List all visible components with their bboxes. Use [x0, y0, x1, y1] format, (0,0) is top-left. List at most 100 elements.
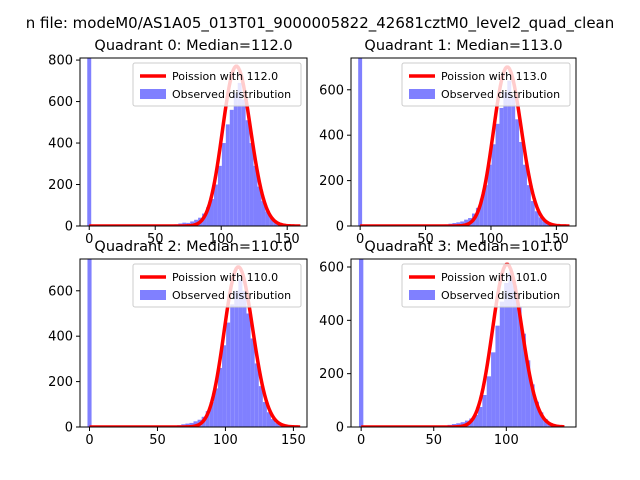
- histogram-bar: [486, 376, 492, 427]
- histogram-bar: [521, 333, 526, 427]
- histogram-bar: [273, 221, 278, 226]
- poisson-curve: [360, 262, 565, 427]
- poisson-curve: [359, 65, 570, 226]
- x-tick-label: 150: [281, 433, 306, 448]
- histogram-bar: [222, 345, 227, 427]
- axes-frame: [79, 57, 308, 227]
- histogram-bar: [266, 412, 271, 427]
- histogram-bar: [262, 402, 267, 427]
- histogram-bar: [213, 184, 218, 226]
- histogram-bar: [237, 82, 242, 226]
- histogram-bar: [270, 419, 276, 427]
- histogram-bar: [249, 143, 254, 226]
- histogram-bar: [234, 290, 239, 427]
- histogram-bar: [213, 388, 218, 427]
- x-tick-label: 0: [85, 433, 93, 448]
- histogram-bar: [246, 313, 251, 427]
- y-tick-label: 200: [319, 367, 344, 382]
- histogram-bar: [460, 221, 465, 226]
- x-tick-label: 0: [356, 232, 364, 247]
- poisson-curve: [88, 64, 301, 226]
- y-tick-label: 0: [65, 421, 73, 436]
- histogram-bar: [530, 201, 535, 226]
- histogram-bar: [479, 198, 484, 226]
- histogram-bar: [261, 201, 266, 226]
- subplot-quadrant-1: 0 50 100 150 0 200 400 600 Quadrant 1: Median=11…: [319, 38, 577, 247]
- histogram-bar: [507, 80, 512, 226]
- histogram-bar: [495, 325, 500, 427]
- histogram-bar: [512, 285, 518, 427]
- histogram-bar: [499, 107, 504, 226]
- legend-label-observed: Observed distribution: [172, 289, 291, 302]
- x-tick-label: 100: [209, 232, 234, 247]
- subplot-quadrant-2: 0 50 100 150 0 200 400 600 Quadrant 2: Median=11…: [48, 239, 308, 448]
- legend-label-poisson: Poission with 110.0: [172, 271, 278, 284]
- legend-swatch-observed: [140, 89, 166, 99]
- histogram-bar: [538, 217, 543, 226]
- legend-swatch-observed: [409, 290, 435, 300]
- histogram-bar: [523, 164, 527, 226]
- histogram-bar: [217, 165, 222, 226]
- histogram-bar: [209, 199, 214, 226]
- histogram-bar: [258, 386, 263, 427]
- y-tick-label: 600: [48, 95, 73, 110]
- histogram-bar: [245, 120, 250, 226]
- legend: Poission with 113.0 Observed distribution: [401, 62, 571, 107]
- y-tick-label: 200: [48, 375, 73, 390]
- legend-swatch-observed: [140, 290, 166, 300]
- x-tick-label: 150: [275, 232, 300, 247]
- histogram-bar: [487, 164, 492, 226]
- histogram-bar: [229, 109, 234, 226]
- x-tick-label: 0: [85, 232, 93, 247]
- legend-label-observed: Observed distribution: [441, 289, 560, 302]
- y-tick-label: 800: [48, 54, 73, 69]
- histogram-bar: [478, 407, 483, 427]
- histogram-bar: [233, 93, 238, 226]
- histogram-bar: [482, 395, 487, 427]
- y-tick-label: 0: [65, 220, 73, 235]
- histogram-bar: [206, 207, 210, 226]
- histogram-bar: [205, 411, 210, 427]
- legend: Poission with 110.0 Observed distribution: [132, 263, 302, 308]
- histogram-bar: [542, 221, 547, 226]
- histogram-bar: [504, 283, 509, 427]
- histogram-bar: [543, 419, 548, 427]
- histogram-bar: [254, 363, 259, 427]
- histogram-bar-zero: [358, 58, 363, 226]
- histogram-bar: [538, 412, 544, 427]
- histogram-bar: [265, 211, 270, 226]
- histogram-bar: [230, 304, 235, 427]
- y-tick-label: 600: [319, 261, 344, 276]
- x-tick-label: 50: [149, 433, 166, 448]
- x-tick-label: 50: [417, 232, 434, 247]
- histogram-bar: [241, 99, 246, 226]
- legend-label-observed: Observed distribution: [172, 88, 291, 101]
- x-tick-label: 100: [213, 433, 238, 448]
- histogram-bar: [483, 185, 488, 226]
- subplot-quadrant-0: 0 50 100 150 0 200 400 600 800 Quadrant 0: Median…: [48, 38, 308, 247]
- histogram-bar: [221, 143, 226, 226]
- histogram-bar: [473, 415, 479, 427]
- histogram-bar: [225, 124, 230, 226]
- y-tick-label: 0: [336, 421, 344, 436]
- subplot-title: Quadrant 1: Median=113.0: [364, 38, 562, 54]
- y-tick-label: 400: [319, 314, 344, 329]
- y-tick-label: 600: [319, 83, 344, 98]
- histogram-bar: [464, 219, 469, 226]
- x-tick-label: 50: [147, 232, 164, 247]
- subplot-title: Quadrant 2: Median=110.0: [94, 239, 292, 255]
- legend-label-observed: Observed distribution: [441, 88, 560, 101]
- histogram-bar: [238, 279, 243, 427]
- histogram-bar: [495, 123, 500, 226]
- y-tick-label: 200: [48, 178, 73, 193]
- x-tick-label: 0: [357, 433, 365, 448]
- poisson-curve: [89, 265, 301, 427]
- histogram-bar: [217, 367, 223, 427]
- histogram-bar: [242, 290, 247, 427]
- histogram-bar: [511, 96, 516, 226]
- subplot-quadrant-3: 0 50 100 0 200 400 600 Quadrant 3: Median=101.0…: [319, 239, 577, 448]
- figure-suptitle: n file: modeM0/AS1A05_013T01_9000005822_…: [26, 14, 615, 33]
- axes-frame: [79, 258, 308, 428]
- histogram-bar: [519, 142, 524, 226]
- histogram-bar: [491, 352, 496, 427]
